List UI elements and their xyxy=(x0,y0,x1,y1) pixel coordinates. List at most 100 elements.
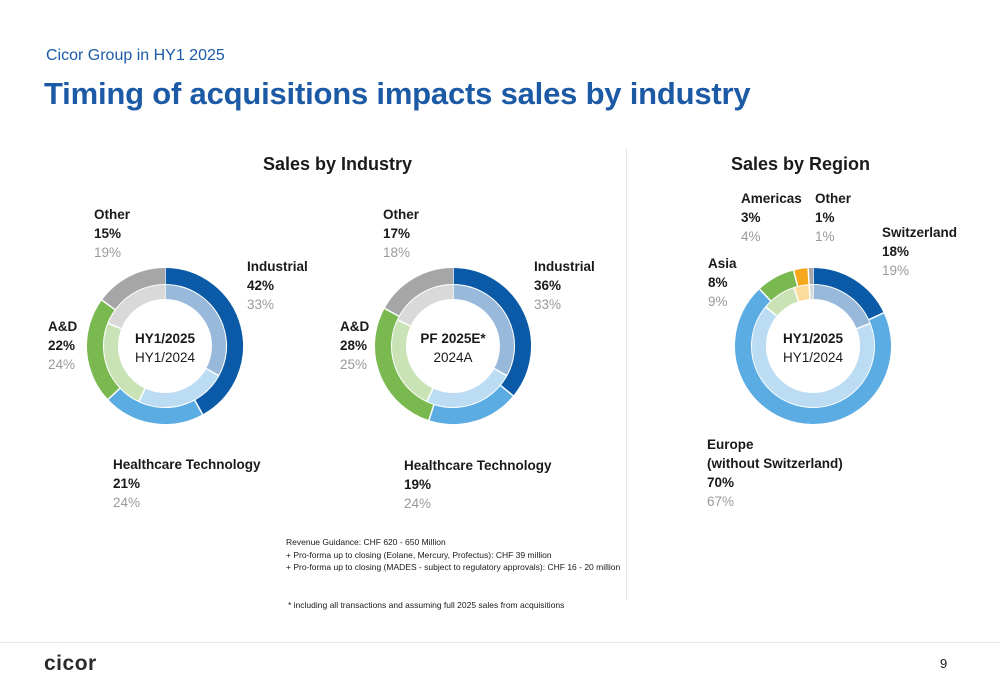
c1-ad-prev: 24% xyxy=(48,357,76,372)
c2-ad-cur: 28% xyxy=(340,338,368,353)
donut2-inner-slice-a-d xyxy=(392,320,434,402)
c2-industrial-cur: 36% xyxy=(534,278,562,293)
page-subtitle: Cicor Group in HY1 2025 xyxy=(46,47,225,64)
c3-asia-cur: 8% xyxy=(708,275,728,290)
c3-europe-name: Europe xyxy=(707,437,754,452)
donut2-inner-slice-healthcare-technology xyxy=(427,368,507,407)
notes-line-proforma-2: + Pro-forma up to closing (MADES - subje… xyxy=(286,562,621,572)
c3-other-name: Other xyxy=(815,191,852,206)
donut2-outer-separator xyxy=(500,384,514,397)
c1-industrial-cur: 42% xyxy=(247,278,275,293)
c3-label-switzerland: Switzerland 18% 19% xyxy=(882,223,957,280)
donut2-outer-slice-other xyxy=(384,268,454,317)
donut1-outer-separator xyxy=(101,299,116,311)
donut3-outer-slice-europe xyxy=(735,289,891,424)
c3-europe-prev: 67% xyxy=(707,494,735,509)
donut1-outer-separator xyxy=(107,387,121,400)
c1-ad-cur: 22% xyxy=(48,338,76,353)
c3-europe-cur: 70% xyxy=(707,475,735,490)
c3-asia-name: Asia xyxy=(708,256,737,271)
donut1-outer-separator xyxy=(194,399,204,415)
donut1-inner-slice-industrial xyxy=(164,285,226,376)
c2-label-ad: A&D 28% 25% xyxy=(340,317,369,374)
c1-healthcare-cur: 21% xyxy=(113,476,141,491)
industry-section-title: Sales by Industry xyxy=(263,154,413,174)
c2-other-cur: 17% xyxy=(383,226,411,241)
donut1-inner-slice-other xyxy=(108,285,166,329)
page-title: Timing of acquisitions impacts sales by … xyxy=(44,76,751,111)
footnote: * including all transactions and assumin… xyxy=(288,600,565,610)
c3-other-prev: 1% xyxy=(815,229,835,244)
donut3-outer-slice-americas xyxy=(793,268,810,286)
footer-divider xyxy=(0,642,1000,643)
donut1-inner-slice-healthcare-technology xyxy=(139,368,219,407)
c1-other-name: Other xyxy=(94,207,131,222)
donut2-outer-separator xyxy=(384,307,400,317)
c3-other-cur: 1% xyxy=(815,210,835,225)
donut3-outer-slice-asia xyxy=(759,270,798,302)
donut1-outer-slice-other xyxy=(101,268,166,310)
donut3-outer-separator xyxy=(868,312,884,321)
donut3-inner-slice-americas xyxy=(794,285,811,302)
logo-text: cicor xyxy=(44,652,97,675)
donut3-inner-separator xyxy=(765,306,778,317)
c2-healthcare-name: Healthcare Technology xyxy=(404,458,552,473)
donut2-inner-separator xyxy=(493,367,507,377)
c1-healthcare-prev: 24% xyxy=(113,495,141,510)
c1-healthcare-name: Healthcare Technology xyxy=(113,457,261,472)
c1-label-other: Other 15% 19% xyxy=(94,205,130,262)
c2-label-industrial: Industrial 36% 33% xyxy=(534,257,595,314)
c2-ad-prev: 25% xyxy=(340,357,368,372)
c2-industrial-prev: 33% xyxy=(534,297,562,312)
c3-label-europe: Europe (without Switzerland) 70% 67% xyxy=(707,435,843,511)
donut3-outer-separator xyxy=(792,270,799,287)
donut1-center-secondary: HY1/2024 xyxy=(134,350,196,365)
c3-asia-prev: 9% xyxy=(708,294,728,309)
page-number: 9 xyxy=(940,656,948,671)
c3-label-other: Other 1% 1% xyxy=(815,189,851,246)
donut2-inner-slice-other xyxy=(397,285,454,327)
donut1-inner-separator xyxy=(108,322,122,330)
donut2-outer-slice-a-d xyxy=(375,308,435,421)
region-section-title: Sales by Region xyxy=(731,154,871,174)
c3-americas-prev: 4% xyxy=(741,229,761,244)
c2-industrial-name: Industrial xyxy=(534,259,595,274)
c3-label-americas: Americas 3% 4% xyxy=(741,189,802,246)
cicor-logo: cicor xyxy=(44,652,97,676)
donut3-inner-separator xyxy=(856,322,870,330)
donut1-inner-slice-a-d xyxy=(104,323,146,402)
c3-switzerland-name: Switzerland xyxy=(882,225,958,240)
c1-ad-name: A&D xyxy=(48,319,78,334)
donut1-outer-slice-industrial xyxy=(164,268,243,415)
c1-industrial-name: Industrial xyxy=(247,259,308,274)
notes-line-guidance: Revenue Guidance: CHF 620 - 650 Million xyxy=(286,537,446,547)
c3-americas-cur: 3% xyxy=(741,210,761,225)
donut2-outer-slice-healthcare-technology xyxy=(428,385,514,424)
donut2-inner-separator xyxy=(426,388,434,402)
donut2-center-secondary: 2024A xyxy=(433,350,473,365)
c1-label-ad: A&D 22% 24% xyxy=(48,317,77,374)
c2-ad-name: A&D xyxy=(340,319,370,334)
donut3-center-secondary: HY1/2024 xyxy=(782,350,844,365)
donut1-center-primary: HY1/2025 xyxy=(134,331,196,346)
donut3-inner-slice-asia xyxy=(765,287,799,317)
donut2-center-label: PF 2025E* 2024A xyxy=(403,329,503,367)
c1-other-cur: 15% xyxy=(94,226,122,241)
donut-chart-pf-2025e xyxy=(375,268,531,424)
c3-americas-name: Americas xyxy=(741,191,802,206)
donut2-outer-slice-industrial xyxy=(452,268,531,396)
c2-other-prev: 18% xyxy=(383,245,411,260)
c2-label-other: Other 17% 18% xyxy=(383,205,419,262)
c1-industrial-prev: 33% xyxy=(247,297,275,312)
donut1-inner-separator xyxy=(138,388,146,402)
donut2-inner-separator xyxy=(397,319,411,327)
donut3-center-label: HY1/2025 HY1/2024 xyxy=(763,329,863,367)
donut3-inner-slice-switzerland xyxy=(812,285,870,329)
c2-healthcare-prev: 24% xyxy=(404,496,432,511)
donut3-center-primary: HY1/2025 xyxy=(782,331,844,346)
notes-line-proforma-1: + Pro-forma up to closing (Eolane, Mercu… xyxy=(286,549,552,560)
c2-label-healthcare: Healthcare Technology 19% 24% xyxy=(404,456,552,513)
c2-other-name: Other xyxy=(383,207,420,222)
donut3-inner-separator xyxy=(793,287,800,302)
donut1-center-label: HY1/2025 HY1/2024 xyxy=(115,329,215,367)
